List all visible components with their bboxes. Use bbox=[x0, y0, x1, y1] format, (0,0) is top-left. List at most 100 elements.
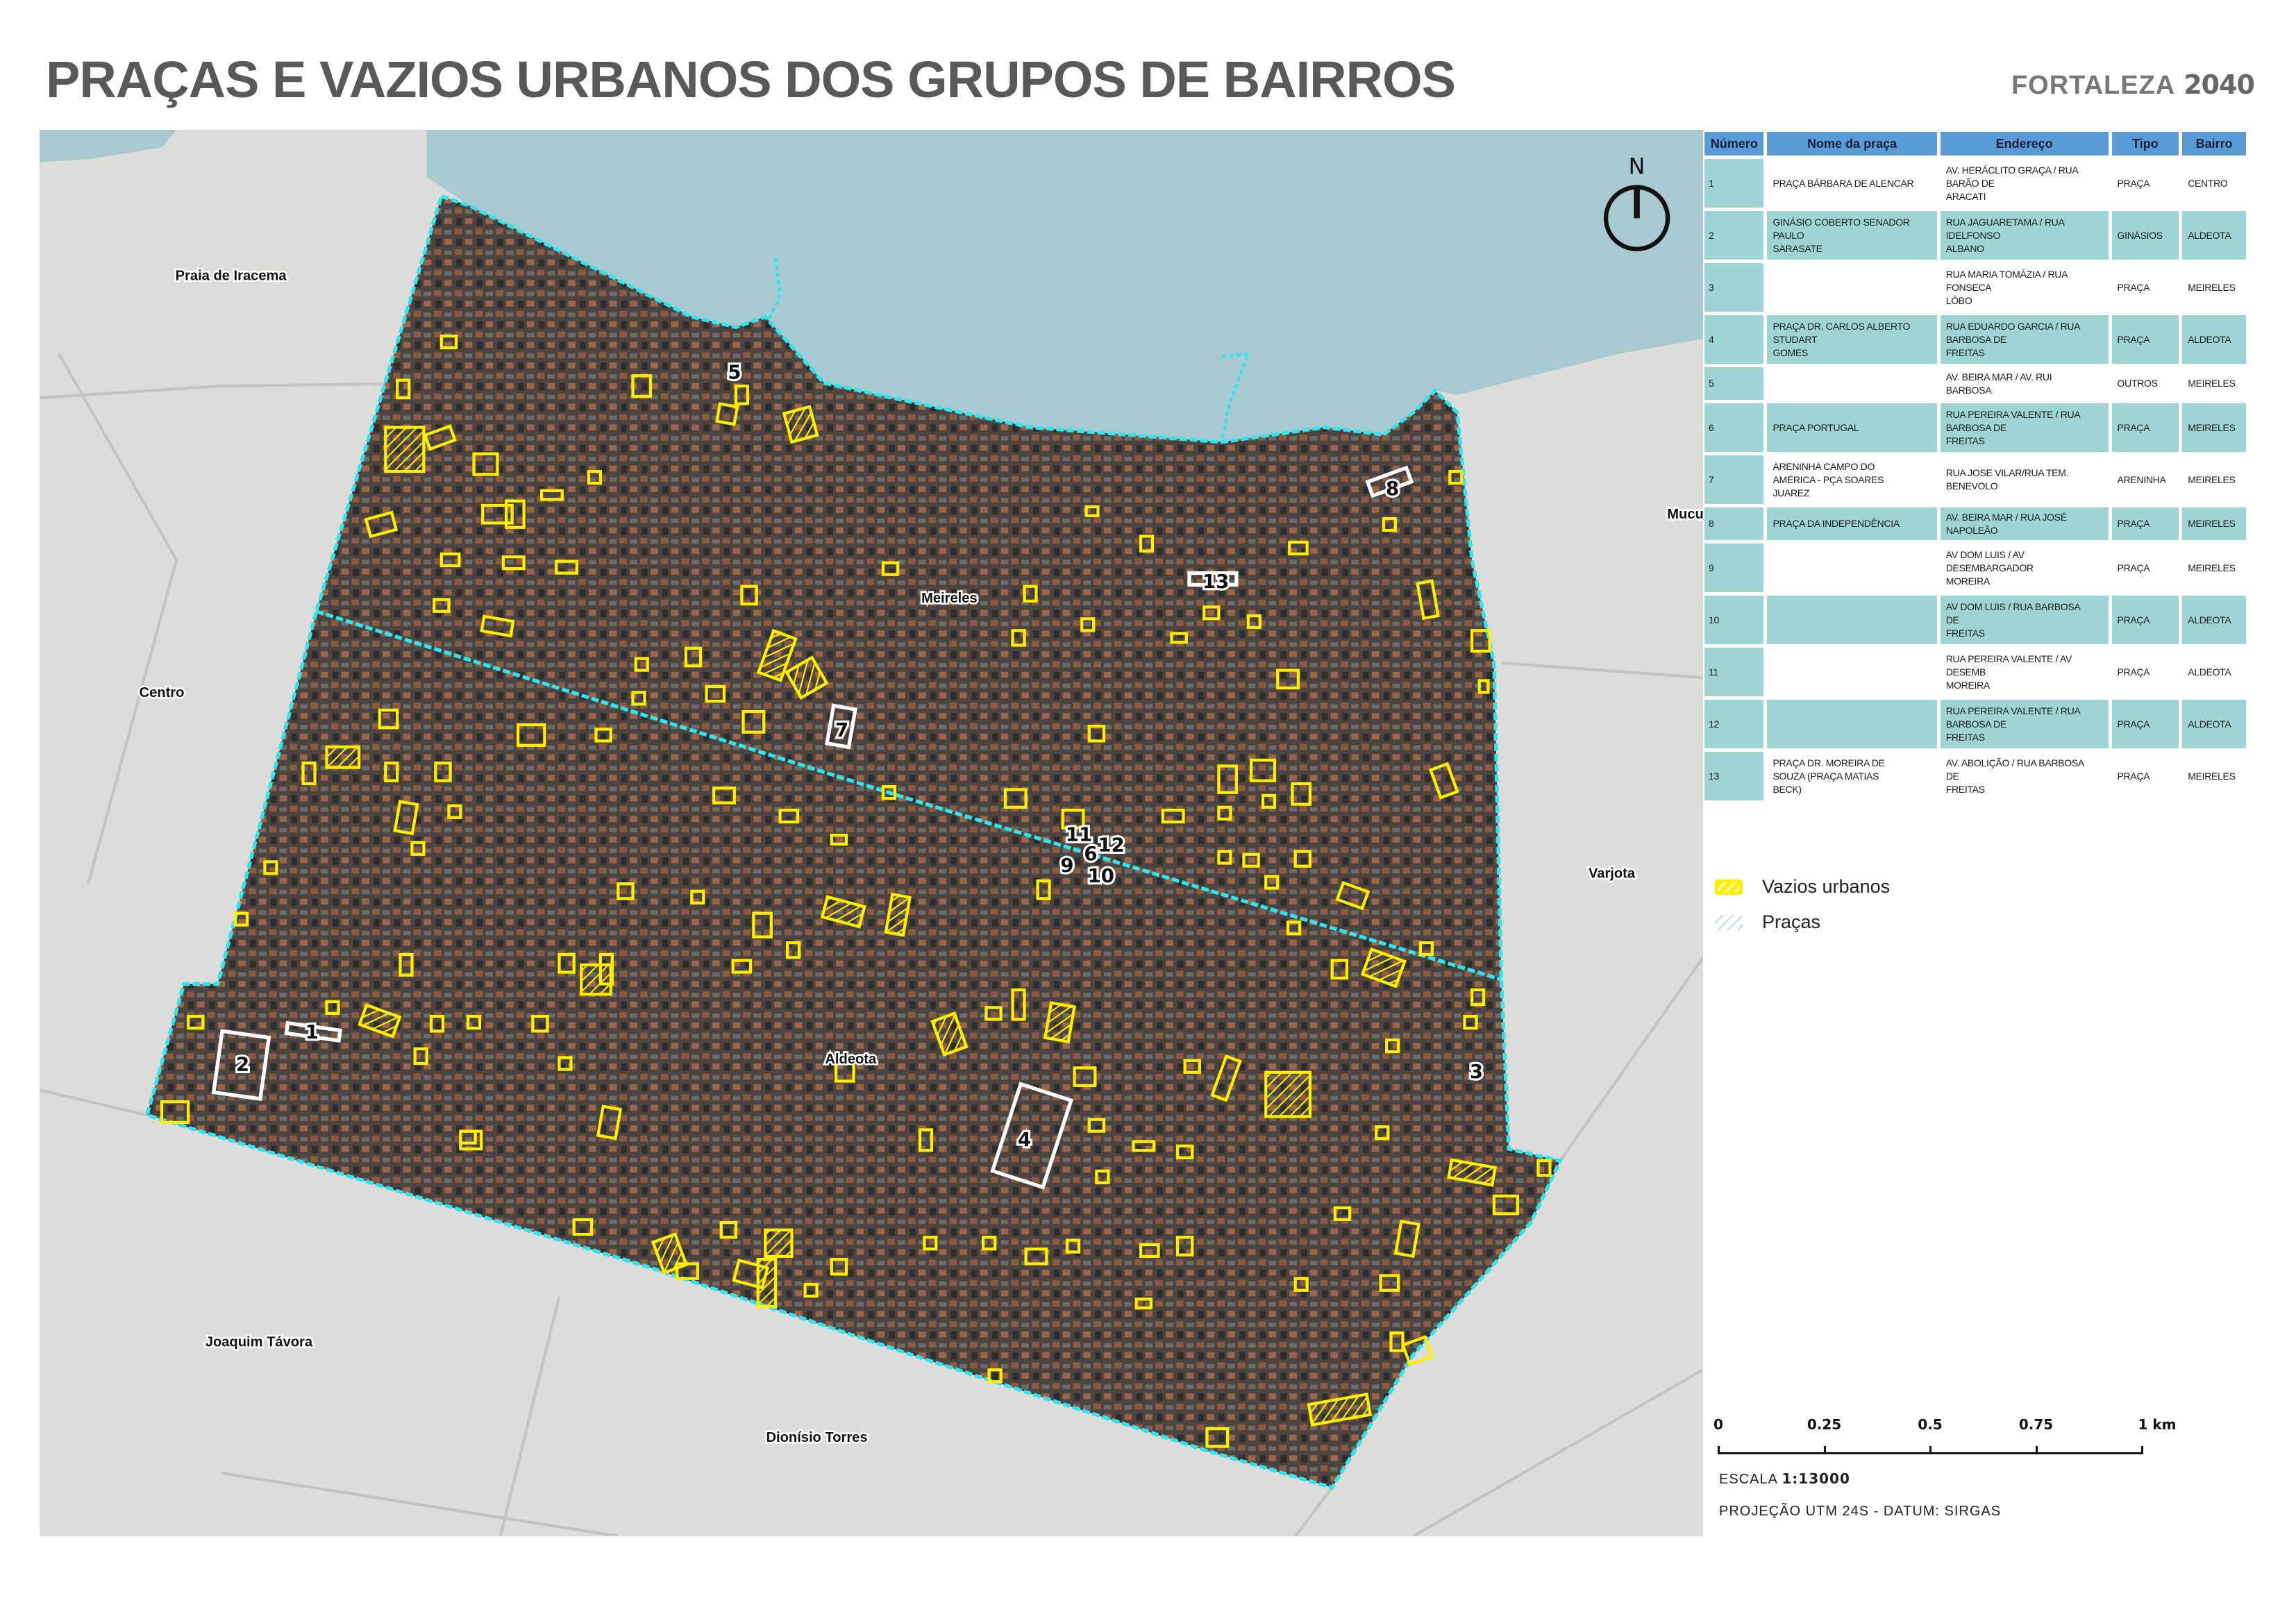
vazio-urbano-area[interactable] bbox=[364, 510, 399, 539]
vazio-urbano-area[interactable] bbox=[505, 499, 526, 529]
vazio-urbano-area[interactable] bbox=[634, 657, 649, 672]
vazio-urbano-area[interactable] bbox=[1330, 959, 1348, 980]
vazio-urbano-area[interactable] bbox=[1470, 629, 1491, 653]
vazio-urbano-area[interactable] bbox=[1065, 1238, 1081, 1254]
vazio-urbano-area[interactable] bbox=[1036, 879, 1051, 900]
vazio-urbano-area[interactable] bbox=[481, 503, 514, 525]
vazio-urbano-area[interactable] bbox=[439, 552, 461, 568]
vazio-urbano-area[interactable] bbox=[830, 1258, 848, 1276]
vazio-urbano-area[interactable] bbox=[1335, 880, 1371, 911]
praca-marker[interactable]: 12 bbox=[1096, 831, 1127, 858]
vazio-urbano-area[interactable] bbox=[1205, 1427, 1230, 1448]
vazio-urbano-area[interactable] bbox=[918, 1128, 934, 1152]
vazio-urbano-area[interactable] bbox=[1276, 668, 1300, 690]
vazio-urbano-area[interactable] bbox=[1084, 505, 1100, 517]
vazio-urbano-area[interactable] bbox=[1011, 988, 1026, 1021]
vazio-urbano-area[interactable] bbox=[587, 470, 602, 485]
vazio-urbano-area[interactable] bbox=[820, 895, 866, 929]
vazio-urbano-area[interactable] bbox=[1470, 988, 1486, 1007]
vazio-urbano-area[interactable] bbox=[1210, 1054, 1242, 1102]
vazio-urbano-area[interactable] bbox=[1428, 762, 1459, 800]
vazio-urbano-area[interactable] bbox=[501, 555, 526, 571]
vazio-urbano-area[interactable] bbox=[1246, 614, 1262, 630]
vazio-urbano-area[interactable] bbox=[740, 585, 758, 606]
vazio-urbano-area[interactable] bbox=[433, 598, 451, 613]
praca-marker[interactable]: 1 bbox=[303, 1018, 321, 1045]
praca-marker[interactable]: 11 bbox=[1064, 821, 1095, 848]
vazio-urbano-area[interactable] bbox=[1293, 1277, 1309, 1292]
vazio-urbano-area[interactable] bbox=[558, 1056, 573, 1071]
vazio-urbano-area[interactable] bbox=[1073, 1066, 1097, 1087]
vazio-urbano-area[interactable] bbox=[1375, 1125, 1390, 1141]
vazio-urbano-area[interactable] bbox=[741, 709, 766, 734]
vazio-urbano-area[interactable] bbox=[472, 452, 499, 476]
vazio-urbano-area[interactable] bbox=[423, 424, 458, 451]
vazio-urbano-area[interactable] bbox=[930, 1011, 969, 1057]
praca-marker[interactable]: 7 bbox=[833, 716, 851, 743]
vazio-urbano-area[interactable] bbox=[555, 560, 579, 575]
vazio-urbano-area[interactable] bbox=[1134, 1297, 1153, 1310]
vazio-urbano-area[interactable] bbox=[594, 728, 612, 743]
vazio-urbano-area[interactable] bbox=[1293, 850, 1312, 868]
praca-marker[interactable]: 3 bbox=[1468, 1058, 1486, 1085]
vazio-urbano-area[interactable] bbox=[1291, 782, 1312, 806]
vazio-urbano-area[interactable] bbox=[384, 426, 426, 473]
vazio-urbano-area[interactable] bbox=[1389, 1331, 1405, 1352]
vazio-urbano-area[interactable] bbox=[1400, 1335, 1434, 1367]
vazio-urbano-area[interactable] bbox=[1024, 1247, 1048, 1265]
vazio-urbano-area[interactable] bbox=[1416, 579, 1440, 621]
vazio-urbano-area[interactable] bbox=[301, 762, 317, 786]
vazio-urbano-area[interactable] bbox=[1477, 679, 1490, 694]
praca-marker[interactable]: 9 bbox=[1058, 852, 1076, 879]
vazio-urbano-area[interactable] bbox=[1003, 788, 1028, 809]
vazio-urbano-area[interactable] bbox=[617, 882, 635, 900]
praca-marker[interactable]: 2 bbox=[234, 1050, 252, 1077]
vazio-urbano-area[interactable] bbox=[1217, 805, 1232, 821]
vazio-urbano-area[interactable] bbox=[1217, 850, 1232, 865]
vazio-urbano-area[interactable] bbox=[1080, 617, 1096, 632]
vazio-urbano-area[interactable] bbox=[1382, 516, 1397, 532]
praca-marker[interactable]: 13 bbox=[1200, 568, 1232, 595]
vazio-urbano-area[interactable] bbox=[1333, 1206, 1352, 1222]
vazio-urbano-area[interactable] bbox=[756, 628, 798, 682]
vazio-urbano-area[interactable] bbox=[1418, 941, 1434, 957]
vazio-urbano-area[interactable] bbox=[715, 402, 739, 426]
vazio-urbano-area[interactable] bbox=[384, 762, 399, 782]
vazio-urbano-area[interactable] bbox=[1492, 1194, 1519, 1216]
vazio-urbano-area[interactable] bbox=[378, 708, 399, 730]
vazio-urbano-area[interactable] bbox=[1393, 1219, 1421, 1259]
vazio-urbano-area[interactable] bbox=[684, 646, 703, 668]
praca-marker[interactable]: 10 bbox=[1085, 862, 1116, 889]
vazio-urbano-area[interactable] bbox=[1170, 632, 1188, 644]
vazio-urbano-area[interactable] bbox=[358, 1003, 402, 1038]
vazio-urbano-area[interactable] bbox=[1447, 1158, 1498, 1187]
vazio-urbano-area[interactable] bbox=[187, 1015, 205, 1030]
vazio-urbano-area[interactable] bbox=[1286, 920, 1302, 936]
vazio-urbano-area[interactable] bbox=[631, 374, 653, 398]
vazio-urbano-area[interactable] bbox=[516, 723, 546, 747]
vazio-urbano-area[interactable] bbox=[1139, 1243, 1160, 1259]
praca-marker[interactable]: 6 bbox=[1082, 840, 1100, 867]
vazio-urbano-area[interactable] bbox=[447, 804, 462, 819]
vazio-urbano-area[interactable] bbox=[834, 1061, 855, 1083]
vazio-urbano-area[interactable] bbox=[1061, 808, 1085, 830]
vazio-urbano-area[interactable] bbox=[1023, 585, 1038, 603]
vazio-urbano-area[interactable] bbox=[786, 941, 801, 959]
vazio-urbano-area[interactable] bbox=[1536, 1159, 1552, 1177]
vazio-urbano-area[interactable] bbox=[558, 952, 576, 974]
vazio-urbano-area[interactable] bbox=[881, 785, 897, 800]
vazio-urbano-area[interactable] bbox=[1242, 852, 1260, 868]
vazio-urbano-area[interactable] bbox=[982, 1236, 997, 1251]
vazio-urbano-area[interactable] bbox=[923, 1236, 938, 1251]
vazio-urbano-area[interactable] bbox=[1095, 1169, 1110, 1184]
vazio-urbano-area[interactable] bbox=[233, 911, 249, 927]
vazio-urbano-area[interactable] bbox=[429, 1015, 445, 1033]
vazio-urbano-area[interactable] bbox=[719, 1221, 738, 1239]
vazio-urbano-area[interactable] bbox=[712, 787, 736, 805]
vazio-urbano-area[interactable] bbox=[987, 1368, 1003, 1384]
vazio-urbano-area[interactable] bbox=[1175, 1144, 1194, 1159]
vazio-urbano-area[interactable] bbox=[580, 963, 612, 996]
vazio-urbano-area[interactable] bbox=[410, 841, 426, 856]
vazio-urbano-area[interactable] bbox=[393, 800, 419, 836]
